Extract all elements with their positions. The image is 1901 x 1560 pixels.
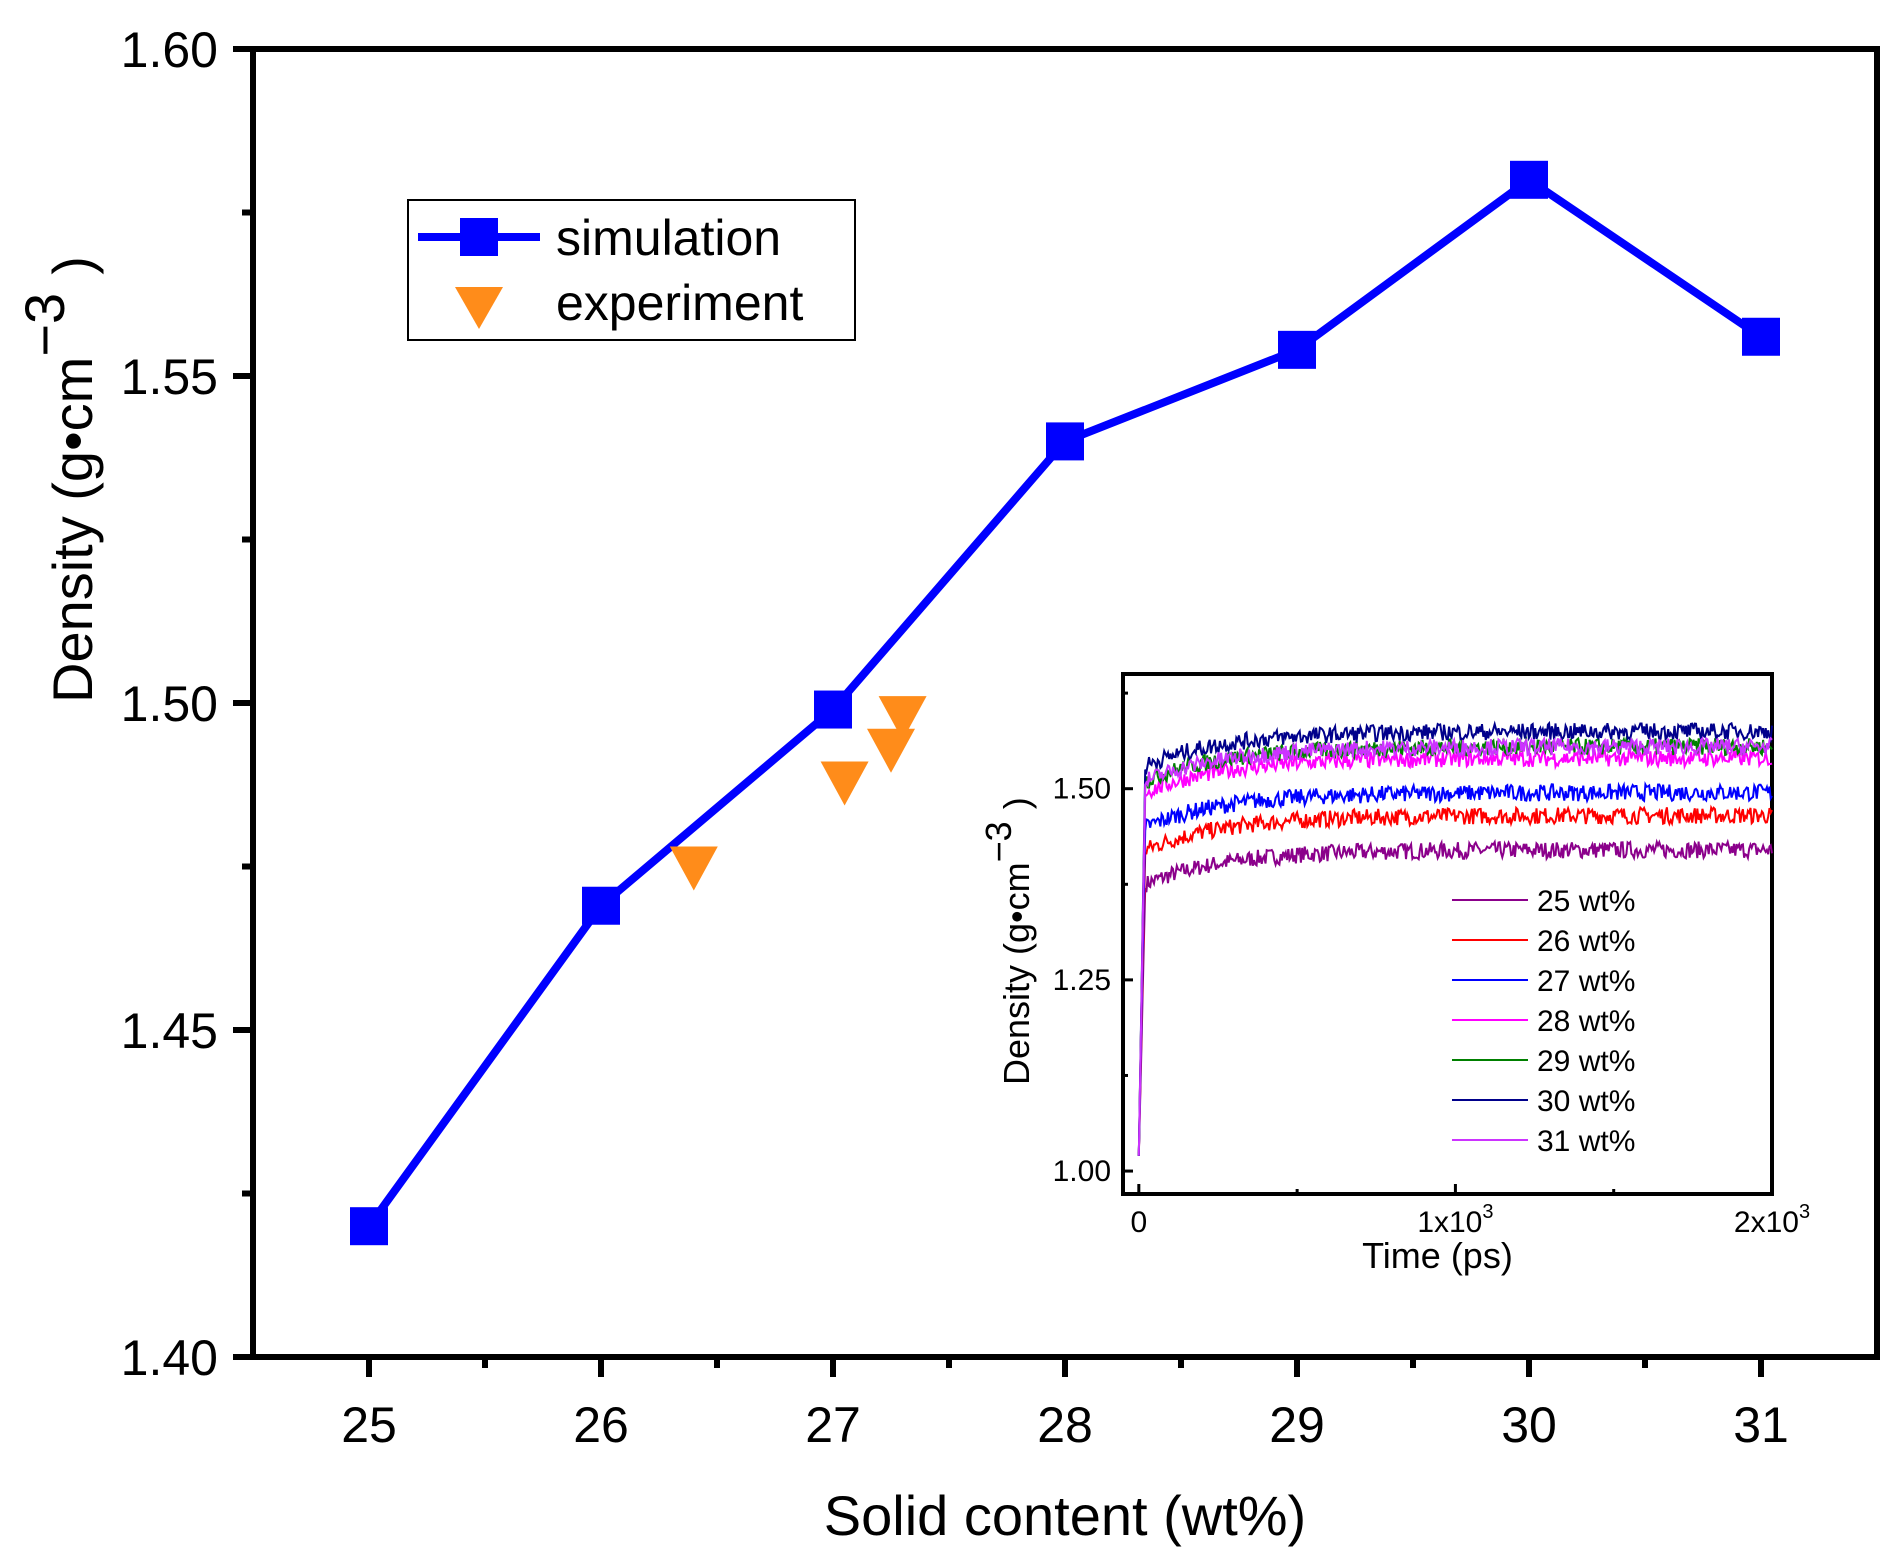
legend-experiment-marker — [455, 287, 503, 329]
inset-x-tick-label: 0 — [1130, 1206, 1147, 1239]
inset-legend-label: 30 wt% — [1537, 1085, 1635, 1118]
inset-y-axis-title-main: Density (g•cm — [996, 862, 1037, 1085]
inset-y-axis-title-close: ) — [996, 797, 1037, 809]
inset-series-line — [1137, 720, 1773, 1156]
inset-series-line — [1137, 735, 1773, 1156]
inset-y-tick-label: 1.00 — [1053, 1155, 1111, 1188]
simulation-point — [350, 1207, 388, 1246]
inset-legend-label: 28 wt% — [1537, 1005, 1635, 1038]
x-tick-label: 30 — [1501, 1397, 1557, 1453]
simulation-point — [1278, 330, 1316, 369]
legend-experiment-label: experiment — [556, 275, 803, 331]
inset-series-line — [1137, 747, 1773, 1156]
inset-y-tick-label: 1.25 — [1053, 964, 1111, 997]
inset-series-line — [1137, 838, 1773, 1156]
inset-x-tick-base: 1x10 — [1417, 1206, 1482, 1239]
y-tick-label: 1.50 — [121, 676, 218, 732]
experiment-point — [669, 846, 718, 891]
y-tick-label: 1.60 — [121, 22, 218, 78]
y-axis-title: Density (g•cm−3) — [13, 256, 104, 703]
inset-legend-label: 26 wt% — [1537, 925, 1635, 958]
inset-x-tick-exp: 3 — [1482, 1201, 1493, 1223]
y-axis-title-sup: −3 — [13, 293, 76, 357]
x-tick-label: 26 — [573, 1397, 629, 1453]
inset-legend-label: 31 wt% — [1537, 1125, 1635, 1158]
simulation-point — [1046, 422, 1084, 461]
x-tick-label: 27 — [805, 1397, 861, 1453]
inset-x-tick-exp: 3 — [1799, 1201, 1810, 1223]
inset-series-line — [1137, 780, 1773, 1156]
inset-series-line — [1137, 804, 1773, 1156]
x-tick-label: 31 — [1733, 1397, 1789, 1453]
inset-legend-label: 27 wt% — [1537, 965, 1635, 998]
simulation-point — [814, 690, 852, 729]
experiment-point — [867, 728, 915, 773]
x-tick-label: 28 — [1037, 1397, 1093, 1453]
inset-x-axis-title: Time (ps) — [1362, 1235, 1513, 1276]
y-tick-label: 1.55 — [121, 349, 218, 405]
x-tick-label: 29 — [1269, 1397, 1325, 1453]
y-tick-label: 1.45 — [121, 1003, 218, 1059]
inset-x-tick-label: 2x103 — [1734, 1201, 1810, 1239]
x-axis-title: Solid content (wt%) — [824, 1484, 1306, 1547]
inset-y-axis-title-sup: −3 — [978, 821, 1019, 862]
simulation-point — [582, 886, 620, 925]
inset-x-tick-base: 0 — [1130, 1206, 1147, 1239]
experiment-point — [820, 761, 869, 806]
inset-y-tick-label: 1.50 — [1053, 773, 1111, 806]
inset-y-axis-title: Density (g•cm−3) — [978, 797, 1037, 1085]
y-axis-title-close: ) — [41, 256, 104, 275]
inset-x-tick-base: 2x10 — [1734, 1206, 1799, 1239]
x-tick-label: 25 — [341, 1397, 397, 1453]
inset-legend-label: 29 wt% — [1537, 1045, 1635, 1078]
main-plot: 25 26 27 28 29 30 311.401.451.501.551.60Solid … — [13, 22, 1880, 1547]
legend-simulation-label: simulation — [556, 210, 781, 266]
inset-x-tick-label: 1x103 — [1417, 1201, 1493, 1239]
inset-legend-label: 25 wt% — [1537, 885, 1635, 918]
experiment-point — [878, 696, 927, 741]
y-axis-title-main: Density (g•cm — [41, 357, 104, 703]
simulation-point — [1742, 317, 1780, 356]
simulation-point — [1510, 160, 1548, 199]
legend-simulation-marker — [460, 218, 498, 256]
y-tick-label: 1.40 — [121, 1330, 218, 1386]
